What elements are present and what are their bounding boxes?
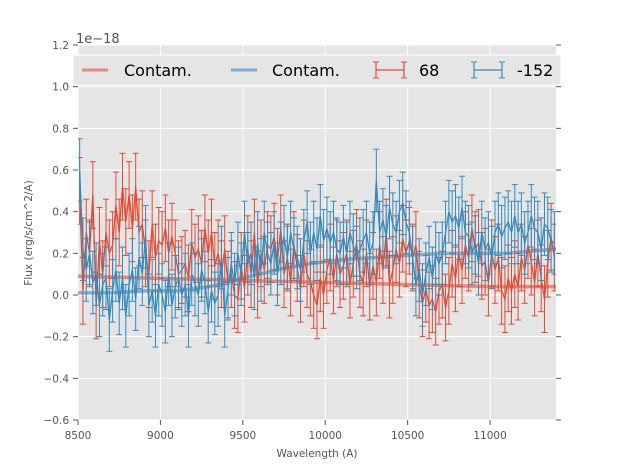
y-tick-label: 0.2 [52,248,69,260]
y-tick-label: 0.0 [52,290,69,302]
y-axis-label: Flux (erg/s/cm^2/A) [23,180,35,285]
legend-label: Contam. [124,61,192,80]
legend: Contam. Contam. 68 -152 [72,54,562,86]
legend-label: Contam. [272,61,340,80]
data-line [78,169,555,321]
x-tick-label: 10000 [309,430,342,442]
series-group [78,138,556,352]
x-tick-label: 8500 [65,430,92,442]
x-axis-label: Wavelength (A) [276,448,357,460]
y-tick-label: 0.6 [52,165,69,177]
x-tick-label: 9500 [229,430,256,442]
y-tick-label: 1.0 [52,82,69,94]
x-tick-label: 9000 [147,430,174,442]
y-tick-label: 1.2 [52,40,69,52]
x-axis: 8500 9000 9500 10000 10500 11000 [65,420,507,442]
x-tick-label: 11000 [473,430,506,442]
y-axis: −0.6 −0.4 −0.2 0.0 0.2 0.4 0.6 0.8 1.0 1.2 [44,40,561,427]
y-tick-label: 0.4 [52,207,69,219]
offset-text: 1e−18 [76,32,120,47]
y-tick-label: −0.6 [44,415,70,427]
series-layer [78,138,556,352]
y-tick-label: 0.8 [52,123,69,135]
legend-label: 68 [419,61,439,80]
y-tick-label: −0.4 [44,373,70,385]
series-3 [78,138,556,352]
x-tick-label: 10500 [391,430,424,442]
legend-label: -152 [517,61,553,80]
y-tick-label: −0.2 [44,332,70,344]
